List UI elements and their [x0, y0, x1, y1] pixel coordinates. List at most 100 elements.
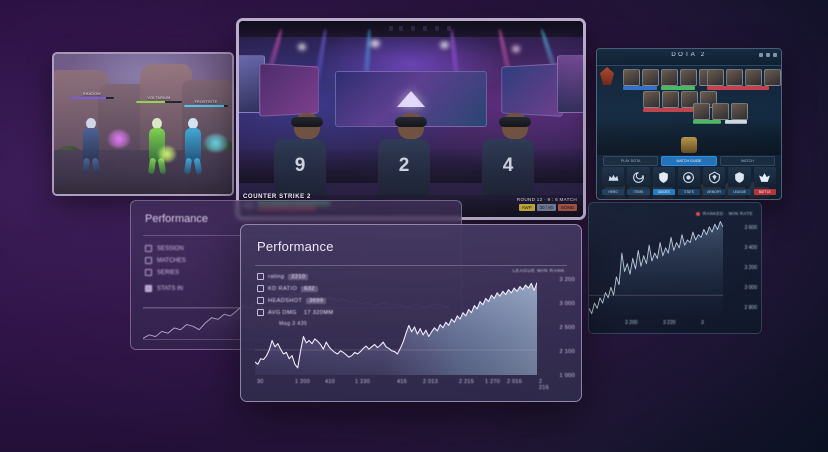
hero-portrait[interactable] [643, 91, 660, 108]
performance-panel[interactable]: Performance LEAGUE WIN RANK rating 2210 … [240, 224, 582, 402]
hud-round-info: ROUND 12 · 9 : 6 MATCH [516, 197, 577, 202]
game-character [182, 118, 204, 175]
ban-bar [693, 120, 721, 124]
checkbox-icon[interactable] [145, 245, 152, 252]
emblem-league[interactable]: LEAGUE [728, 167, 751, 195]
dire-bar [707, 86, 769, 90]
pro-player: 2 [378, 113, 430, 201]
hero-portrait[interactable] [680, 69, 697, 86]
tab-match-guide[interactable]: MATCH GUIDE [661, 156, 717, 166]
checkbox-stats[interactable]: STATS IN [145, 285, 183, 292]
close-icon[interactable] [773, 53, 777, 57]
hero-portrait[interactable] [726, 69, 743, 86]
legend-item-kd[interactable]: KD RATIO 632 [257, 285, 375, 292]
checkbox-icon[interactable] [145, 269, 152, 276]
hero-portrait[interactable] [707, 69, 724, 86]
client-tabs[interactable]: PLAY DOTA MATCH GUIDE WATCH [603, 156, 775, 166]
emblem-guides[interactable]: GUIDES [652, 167, 675, 195]
legend-label: rating [268, 273, 285, 280]
legend-item-avgdmg[interactable]: AVG DMG 17 320MM [257, 309, 375, 316]
checkbox-icon[interactable] [145, 257, 152, 264]
checkbox-label: SERIES [157, 269, 180, 276]
dire-hero-row[interactable] [707, 69, 781, 86]
ban-bar [725, 120, 747, 124]
swirl-icon [627, 167, 650, 187]
x-tick: 1 200 [295, 379, 310, 385]
hero-portrait[interactable] [661, 69, 678, 86]
radiant-hero-row[interactable] [623, 69, 716, 86]
y-tick: 2 100 [559, 349, 575, 355]
hero-portrait[interactable] [623, 69, 640, 86]
emblem-hero[interactable]: HERO [602, 167, 625, 195]
hero-portrait[interactable] [731, 103, 748, 120]
tab-watch[interactable]: WATCH [719, 156, 775, 166]
tab-play-dota[interactable]: PLAY DOTA [603, 156, 659, 166]
orb-icon [677, 167, 701, 187]
legend-label: AVG DMG [268, 309, 297, 316]
emblem-items[interactable]: ITEMS [627, 167, 650, 195]
y-axis: 3 600 3 400 3 200 3 000 2 800 [727, 225, 757, 311]
left-game-screenshot[interactable]: SHADOW VOLTARIUM FROSTBITE [52, 52, 234, 196]
minimize-icon[interactable] [759, 53, 763, 57]
team-bar [623, 86, 657, 90]
checkbox-label: MATCHES [157, 257, 186, 264]
hud-scoreboard: ROUND 12 · 9 : 6 MATCH AWP 30 / 90 BOMB [501, 197, 577, 211]
chart-legend-note: LEAGUE WIN RANK [512, 269, 565, 274]
esports-arena-photo[interactable]: 9 2 4 COUNTER STRIKE 2 ROUND 12 · 9 : 6 … [236, 18, 586, 220]
hud-chip: 30 / 90 [536, 204, 557, 211]
emblem-armory[interactable]: ARMORY [703, 167, 726, 195]
ban-row[interactable] [693, 103, 748, 120]
legend-item-series[interactable]: rating 2210 [257, 273, 375, 280]
checkbox-session[interactable]: SESSION [145, 245, 184, 252]
lighting-truss [239, 21, 583, 37]
x-tick: 2 215 [459, 379, 474, 385]
spot-light [511, 45, 521, 53]
checkbox-icon[interactable] [257, 297, 264, 304]
hero-portrait[interactable] [764, 69, 781, 86]
checkbox-series[interactable]: SERIES [145, 269, 179, 276]
checkbox-label: STATS IN [157, 285, 184, 292]
muzzle-flash [204, 134, 228, 152]
emblem-button-row[interactable]: HERO ITEMS GUIDES STATS ARMORY LEAGUE [602, 167, 776, 195]
legend-list[interactable]: rating 2210 KD RATIO 632 HEADSHOT 3699 A… [257, 273, 375, 327]
maximize-icon[interactable] [766, 53, 770, 57]
hero-portrait[interactable] [712, 103, 729, 120]
trophy-icon [681, 137, 697, 153]
x-axis: 3 200 3 220 3 [597, 320, 723, 328]
divider [255, 265, 567, 266]
checkbox-icon[interactable] [257, 285, 264, 292]
badge-icon [728, 167, 751, 187]
checkbox-matches[interactable]: MATCHES [145, 257, 186, 264]
hero-portrait[interactable] [642, 69, 659, 86]
legend-label: RANKED · WIN RATE [702, 211, 753, 216]
window-controls[interactable] [759, 53, 777, 57]
game-character [80, 118, 102, 175]
checkbox-icon[interactable] [145, 285, 152, 292]
legend-value: 2210 [288, 273, 309, 280]
crest-icon [703, 167, 726, 187]
hero-portrait[interactable] [745, 69, 762, 86]
y-tick: 2 800 [744, 305, 757, 311]
legend-item-headshot[interactable]: HEADSHOT 3699 [257, 297, 375, 304]
y-tick: 3 400 [744, 245, 757, 251]
jersey-number: 4 [502, 155, 514, 176]
nameplate-label: FROSTBITE [194, 100, 218, 104]
x-tick: 415 [397, 379, 407, 385]
radiant-bar [661, 86, 695, 90]
spot-light [297, 43, 307, 51]
checkbox-icon[interactable] [257, 273, 264, 280]
hero-portrait[interactable] [662, 91, 679, 108]
side-screen [557, 55, 583, 113]
background-chart-card[interactable]: RANKED · WIN RATE 3 600 3 400 3 200 3 00… [588, 202, 762, 334]
y-tick: 3 000 [744, 285, 757, 291]
legend-value: 632 [301, 285, 318, 292]
emblem-battle[interactable]: BATTLE [753, 167, 776, 195]
hud-chip: BOMB [558, 204, 577, 211]
emblem-stats[interactable]: STATS [677, 167, 701, 195]
dota-2-client[interactable]: DOTA 2 [596, 48, 782, 200]
x-tick: 1 270 [485, 379, 500, 385]
checkbox-icon[interactable] [257, 309, 264, 316]
hero-portrait[interactable] [693, 103, 710, 120]
spot-light [369, 39, 381, 48]
emblem-label: ITEMS [627, 189, 650, 195]
